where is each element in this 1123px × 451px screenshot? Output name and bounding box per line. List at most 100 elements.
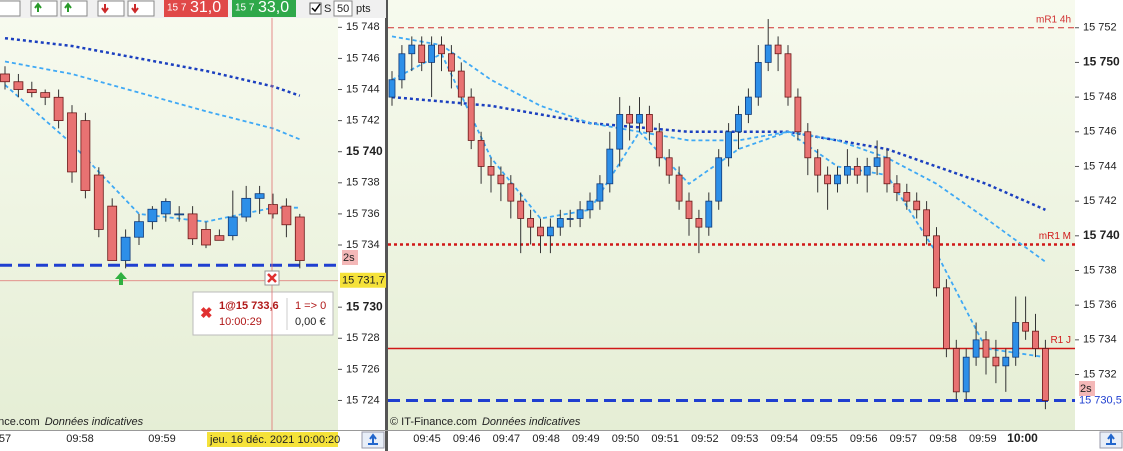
y-tick-label: 15 736 <box>1083 299 1117 311</box>
candle-body <box>398 53 406 81</box>
y-tick-label: 15 750 <box>1083 55 1120 69</box>
candle-body <box>853 166 861 176</box>
candle-body <box>596 183 604 202</box>
y-tick-label: 15 724 <box>346 394 380 406</box>
candle-body <box>281 205 292 226</box>
y-tick-label: 15 746 <box>1083 126 1117 138</box>
y-tick-label: 15 740 <box>1083 228 1120 242</box>
buy-price-button[interactable] <box>232 0 296 17</box>
candle-body <box>606 148 614 185</box>
candle-body <box>1012 322 1020 358</box>
candle-body <box>725 131 732 159</box>
candle-body <box>695 218 703 228</box>
x-tick-label: 09:51 <box>651 433 679 445</box>
moving-average <box>391 52 1046 359</box>
candle-body <box>824 174 831 185</box>
candle-body <box>962 356 970 393</box>
scroll-icon <box>1106 433 1116 445</box>
candle-body <box>1042 348 1049 401</box>
up-icon <box>34 2 42 12</box>
candle-body <box>814 157 822 176</box>
y-tick-label: 15 742 <box>1083 195 1117 207</box>
candle-body <box>794 96 802 133</box>
x-tick-label: 09:58 <box>929 433 957 445</box>
order-title: 1@15 733,6 <box>219 300 279 312</box>
candle-body <box>467 96 475 141</box>
order-box-bg <box>192 291 334 336</box>
moving-average <box>4 60 301 141</box>
x-tick-label: 09:49 <box>572 433 600 445</box>
candle-body <box>428 44 436 63</box>
candle-body <box>784 53 792 98</box>
checkbox[interactable] <box>309 2 322 15</box>
y-tick-label: 15 740 <box>346 144 383 158</box>
right-plot-bg <box>388 0 1075 430</box>
y-tick-label: 15 746 <box>346 52 380 64</box>
up-icon <box>64 2 72 12</box>
check-mark <box>311 3 321 13</box>
y-tick-label: 15 748 <box>346 21 380 33</box>
x-tick-label: 09:54 <box>771 433 799 445</box>
buy-market-button[interactable] <box>30 0 58 17</box>
points-value: 50 <box>337 3 349 15</box>
price-marker: 15 731,7 <box>342 275 385 287</box>
candle-body <box>160 201 171 215</box>
x-tick-label: 09:48 <box>532 433 560 445</box>
toolbar-button[interactable] <box>0 0 21 17</box>
candle-body <box>982 339 990 358</box>
x-tick-label: 09:50 <box>612 433 640 445</box>
order-box: ✖ 1@15 733,6 10:00:29 1 => 0 0,00 € <box>192 291 334 336</box>
candle-body <box>715 157 723 202</box>
candle-body <box>418 44 426 63</box>
candle-body <box>53 96 64 122</box>
candle-body <box>0 73 10 83</box>
order-pnl: 0,00 € <box>295 316 326 328</box>
price-marker-bg <box>1077 392 1123 408</box>
chart-layer: 15 748 15 746 15 744 15 742 15 740 15 738 15 7… <box>0 14 1123 445</box>
candle-body <box>834 174 841 185</box>
cursor-date: jeu. 16 déc. 2021 10:00:20 <box>209 434 340 446</box>
watermark-source: © IT-Finance.com <box>390 416 477 428</box>
candle-body <box>294 216 305 261</box>
y-tick-label: 15 738 <box>346 177 380 189</box>
candle-body <box>655 131 663 159</box>
candle-body <box>457 70 465 98</box>
x-tick-label: 09:45 <box>413 433 441 445</box>
candle-body <box>943 287 950 349</box>
y-tick-label: 15 744 <box>346 83 380 95</box>
y-tick-label: 15 752 <box>1083 22 1117 34</box>
candle-body <box>1002 356 1010 367</box>
candle-body <box>675 174 683 202</box>
candle-body <box>187 213 198 240</box>
candle-body <box>174 213 185 216</box>
x-tick-label: 09:52 <box>691 433 719 445</box>
right-axis-bg <box>1075 0 1123 430</box>
y-tick-label: 15 736 <box>346 208 380 220</box>
candle-body <box>735 114 742 133</box>
candle-body <box>844 166 851 176</box>
candle-body <box>586 200 594 211</box>
candle-body <box>913 200 921 211</box>
candle-body <box>933 235 940 289</box>
candle-body <box>745 96 752 115</box>
y-tick-label: 15 730 <box>346 299 383 313</box>
candle-body <box>903 192 911 202</box>
down-icon <box>101 4 109 14</box>
candle-body <box>517 200 525 219</box>
candle-body <box>268 204 278 215</box>
watermark: © IT-Finance.com Données indicatives <box>390 416 581 428</box>
x-tick-label: 09:55 <box>810 433 838 445</box>
watermark-note: Données indicatives <box>45 416 144 428</box>
x-tick-label: 09:46 <box>453 433 481 445</box>
timeframe: 2s <box>1080 383 1092 395</box>
buy-limit-button[interactable] <box>60 0 88 17</box>
candle-body <box>774 44 782 55</box>
points-input[interactable] <box>333 0 353 17</box>
candle-body <box>388 79 396 98</box>
y-tick-label: 15 748 <box>1083 91 1117 103</box>
candle-body <box>626 114 633 124</box>
candle-body <box>80 120 91 191</box>
x-tick-label: 10:00 <box>1007 431 1038 445</box>
sell-price-button[interactable] <box>164 0 228 17</box>
x-tick-label: 09:53 <box>731 433 759 445</box>
